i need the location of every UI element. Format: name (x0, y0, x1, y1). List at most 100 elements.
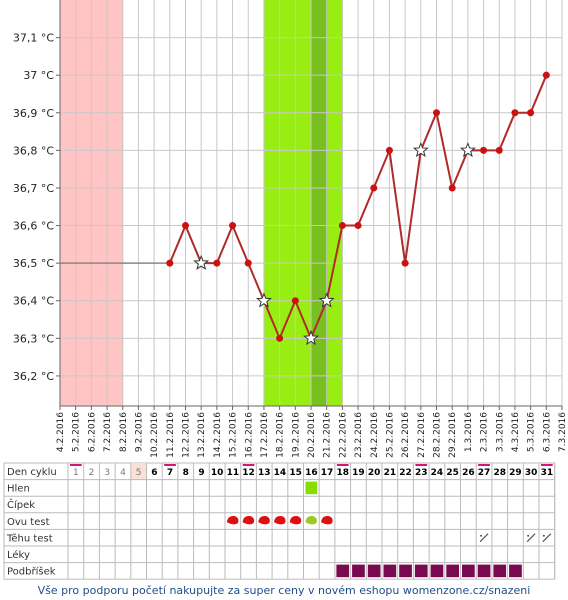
podbrisek-mark (477, 564, 491, 578)
x-tick-label: 28.2.2016 (433, 412, 443, 458)
table-row-label: Hlen (7, 484, 30, 495)
day-number: 26 (462, 468, 475, 478)
day-number: 28 (493, 468, 506, 478)
day-number: 23 (415, 468, 428, 478)
tehu-test-mark (526, 533, 536, 543)
podbrisek-mark (509, 564, 522, 578)
tehu-test-dot (542, 534, 545, 537)
cycle-table-rows: Den cyklu Hlen Čípek Ovu test Těhu test Léky P… (6, 467, 57, 578)
x-tick-label: 19.2.2016 (291, 412, 301, 458)
data-point-star (318, 292, 335, 308)
day-number: 14 (274, 468, 287, 478)
table-row-label: Léky (7, 549, 30, 561)
day-marker (478, 464, 490, 466)
x-tick-label: 22.2.2016 (338, 412, 348, 458)
day-number: 29 (509, 468, 522, 478)
ovu-test-mark (289, 515, 302, 525)
y-tick-label: 36,4 °C (13, 295, 54, 308)
table-row-label: Podbříšek (7, 566, 56, 578)
x-tick-label: 17.2.2016 (260, 412, 270, 458)
data-point (480, 146, 488, 154)
x-tick-label: 6.3.2016 (542, 412, 552, 452)
x-tick-label: 14.2.2016 (213, 412, 223, 458)
table-row-label: Čípek (7, 498, 35, 511)
x-tick-label: 9.2.2016 (134, 412, 144, 452)
highlight-day-cell (130, 463, 147, 480)
data-point (182, 222, 189, 230)
data-point (338, 222, 346, 230)
day-marker (415, 464, 428, 466)
podbrisek-mark (462, 564, 475, 578)
day-number: 20 (368, 468, 381, 478)
tehu-test-mark (542, 533, 552, 543)
data-point-star (255, 292, 272, 308)
data-point (511, 109, 519, 117)
x-tick-label: 15.2.2016 (229, 412, 239, 458)
x-tick-label: 20.2.2016 (307, 412, 317, 458)
podbrisek-mark (493, 564, 507, 578)
day-number: 1 (73, 468, 79, 478)
y-tick-label: 37,1 °C (13, 32, 54, 45)
ovu-test-mark (273, 515, 286, 525)
x-tick-label: 2.3.2016 (480, 412, 490, 452)
podbrisek-mark (399, 564, 412, 578)
data-point (385, 146, 393, 154)
day-number: 27 (478, 468, 491, 478)
x-tick-label: 11.2.2016 (166, 412, 176, 458)
x-tick-label: 1.3.2016 (464, 412, 474, 452)
day-number: 15 (289, 468, 302, 478)
podbrisek-mark (352, 564, 365, 578)
data-point (448, 184, 456, 192)
x-tick-label: 7.2.2016 (103, 412, 113, 452)
data-point (401, 259, 409, 267)
data-point-star (303, 329, 319, 346)
data-point (370, 184, 378, 192)
table-row-label: Den cyklu (7, 467, 57, 478)
x-tick-label: 21.2.2016 (323, 412, 333, 458)
data-point (495, 146, 503, 154)
data-point-star (412, 141, 429, 158)
tehu-test-dot (527, 534, 530, 537)
day-number: 25 (446, 468, 459, 478)
day-number: 5 (136, 468, 142, 478)
day-marker (164, 464, 176, 466)
day-number: 19 (352, 468, 365, 478)
data-point (433, 109, 440, 117)
data-point (291, 297, 299, 305)
day-number: 9 (198, 468, 204, 478)
x-tick-label: 10.2.2016 (150, 412, 160, 458)
x-tick-label: 8.2.2016 (119, 412, 129, 452)
x-tick-label: 13.2.2016 (197, 412, 207, 458)
y-tick-label: 36,9 °C (13, 107, 54, 120)
day-number: 7 (167, 468, 173, 478)
data-point (354, 222, 362, 230)
day-number: 6 (151, 468, 157, 478)
hlen-mark (305, 481, 318, 495)
day-number: 31 (541, 468, 554, 478)
tehu-test-mark (479, 533, 489, 543)
ovu-test-mark (321, 515, 333, 525)
podbrisek-mark (383, 564, 397, 578)
y-tick-label: 36,5 °C (13, 257, 54, 270)
data-point (213, 259, 221, 267)
x-tick-label: 4.3.2016 (511, 412, 521, 452)
x-tick-label: 16.2.2016 (244, 412, 254, 458)
podbrisek-mark (336, 564, 350, 578)
podbrisek-mark (367, 564, 381, 578)
day-number: 30 (525, 468, 538, 478)
day-marker (336, 464, 349, 466)
day-number: 3 (104, 468, 110, 478)
x-tick-label: 7.3.2016 (558, 412, 568, 452)
ovu-test-mark (226, 515, 239, 525)
day-number: 21 (384, 468, 397, 478)
x-tick-label: 26.2.2016 (401, 412, 411, 458)
promo-footer-link[interactable]: Vše pro podporu početí nakupujte za supe… (37, 584, 531, 597)
day-marker (541, 464, 553, 466)
data-point (244, 259, 252, 267)
ovu-test-mark (258, 515, 270, 525)
x-axis-ticks: 4.2.2016 5.2.2016 6.2.2016 7.2.2016 8.2.2016… (56, 406, 568, 458)
data-point (166, 259, 174, 267)
x-tick-label: 4.2.2016 (56, 412, 66, 452)
data-point (229, 222, 237, 230)
